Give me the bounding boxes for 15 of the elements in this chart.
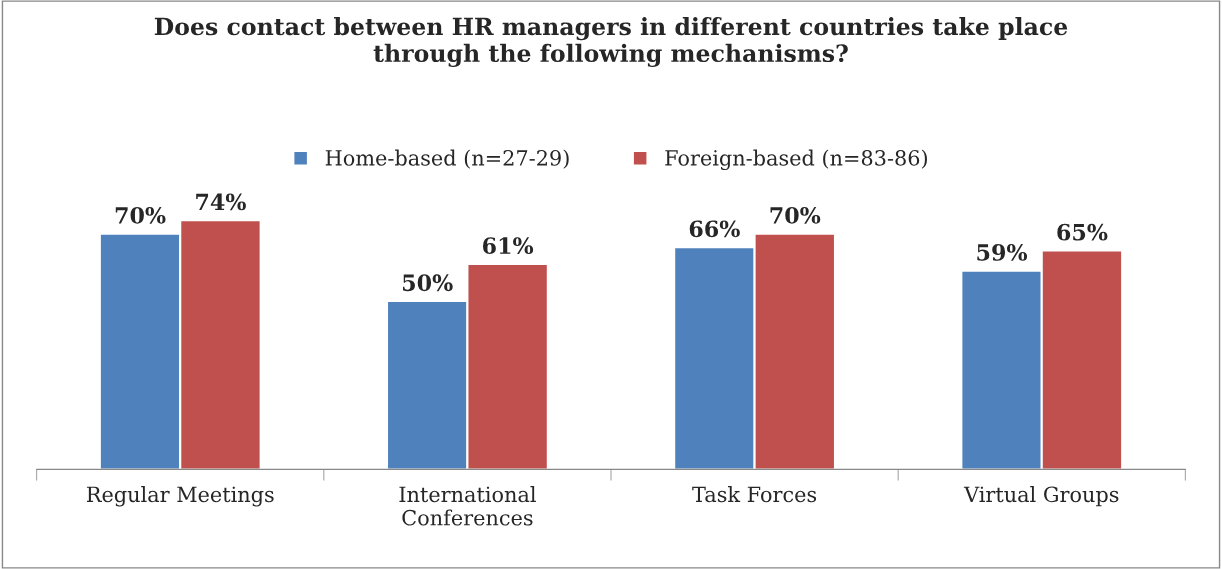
data-label: 74% (196, 193, 246, 211)
x-tick-label: International Conferences (399, 486, 536, 526)
legend-label: Foreign-based (n=83-86) (665, 149, 927, 171)
x-tick-label: Task Forces (692, 486, 817, 503)
data-label: 66% (689, 220, 740, 238)
data-label: 50% (403, 274, 453, 292)
data-label: 70% (115, 206, 166, 224)
x-tick-label: Virtual Groups (963, 486, 1119, 507)
data-label: 65% (1057, 223, 1108, 241)
legend-label: Home-based (n=27-29) (325, 149, 569, 169)
data-label: 61% (483, 237, 534, 255)
data-label: 70% (770, 206, 821, 224)
chart-title: Does contact between HR managers in different countries take place through the following mechanisms? (154, 17, 1068, 68)
data-label: 59% (977, 244, 1028, 261)
x-tick-label: Regular Meetings (86, 486, 274, 507)
